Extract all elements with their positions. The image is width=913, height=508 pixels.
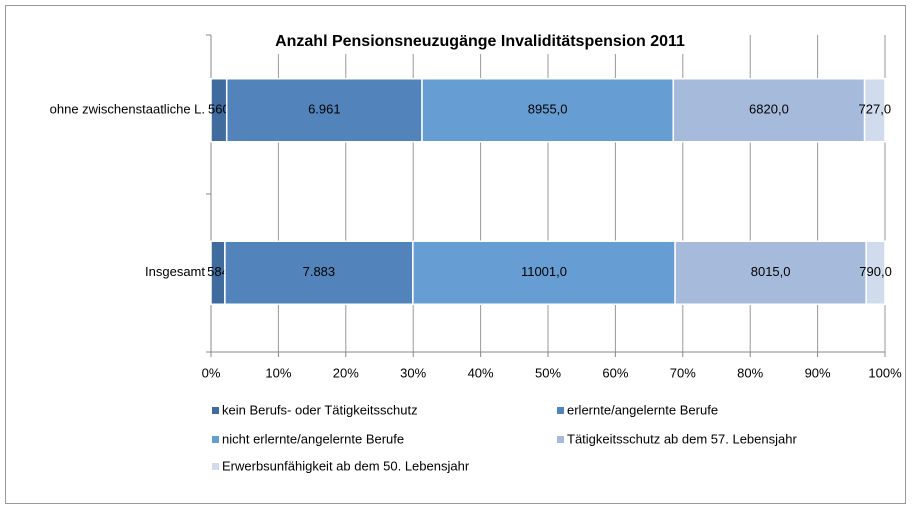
legend-swatch (212, 463, 219, 470)
x-tick-label: 30% (400, 365, 426, 380)
data-label: 560 (208, 102, 230, 117)
bar-segment (865, 240, 886, 305)
bar-segment (225, 78, 423, 143)
data-label: 8015,0 (751, 264, 791, 279)
data-label: 790,0 (859, 264, 892, 279)
legend-swatch (557, 407, 564, 414)
data-label: 6.961 (308, 102, 341, 117)
data-label: 7.883 (303, 264, 336, 279)
data-label: 8955,0 (528, 102, 568, 117)
x-tick-label: 10% (265, 365, 291, 380)
x-tick-label: 70% (670, 365, 696, 380)
bar-segment (863, 78, 886, 143)
data-label: 6820,0 (749, 102, 789, 117)
data-label: 584 (207, 264, 229, 279)
bar-segment (672, 78, 866, 143)
legend-label: Erwerbsunfähigkeit ab dem 50. Lebensjahr (222, 458, 470, 473)
bar-segment (412, 240, 676, 305)
legend-swatch (557, 436, 564, 443)
x-tick-label: 90% (805, 365, 831, 380)
y-tick-label: ohne zwischenstaatliche L. (50, 102, 205, 117)
x-tick-label: 40% (468, 365, 494, 380)
y-tick-label: Insgesamt (145, 264, 205, 279)
legend-label: erlernte/angelernte Berufe (567, 402, 718, 417)
legend-swatch (212, 436, 219, 443)
legend-label: kein Berufs- oder Tätigkeitsschutz (222, 402, 418, 417)
x-tick-label: 20% (333, 365, 359, 380)
legend-swatch (212, 407, 219, 414)
x-tick-label: 80% (737, 365, 763, 380)
bar-segment (421, 78, 675, 143)
data-label: 727,0 (859, 102, 892, 117)
bar-segment (224, 240, 414, 305)
title-background (226, 28, 731, 54)
legend-label: nicht erlernte/angelernte Berufe (222, 431, 404, 446)
bar-segment (674, 240, 867, 305)
x-tick-label: 60% (602, 365, 628, 380)
x-tick-label: 50% (535, 365, 561, 380)
x-tick-label: 100% (868, 365, 902, 380)
chart-title: Anzahl Pensionsneuzugänge Invaliditätspe… (275, 33, 685, 50)
x-tick-label: 0% (202, 365, 221, 380)
data-label: 11001,0 (521, 264, 567, 279)
legend-label: Tätigkeitsschutz ab dem 57. Lebensjahr (567, 431, 797, 446)
